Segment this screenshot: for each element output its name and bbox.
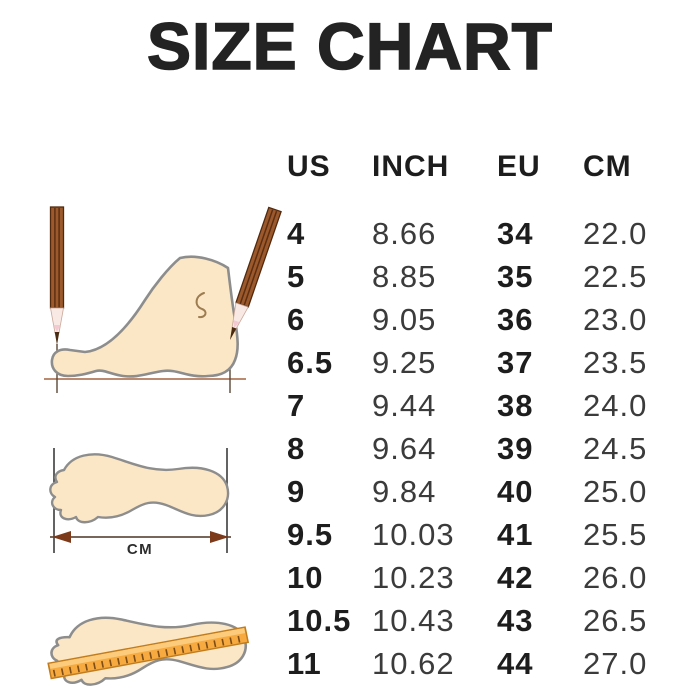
us-size: 5 bbox=[287, 258, 306, 294]
us-size: 10 bbox=[287, 559, 324, 595]
eu-size: 38 bbox=[497, 387, 534, 423]
cm-size: 24.5 bbox=[583, 430, 648, 466]
table-row: 6.5 9.25 37 23.5 bbox=[282, 341, 682, 384]
foot-side-pencils-illustration bbox=[44, 206, 282, 393]
us-size: 11 bbox=[287, 645, 322, 681]
us-size: 9.5 bbox=[287, 516, 334, 552]
arrowhead-right-icon bbox=[210, 531, 229, 543]
eu-size: 43 bbox=[497, 602, 534, 638]
footprint-length-illustration: CM bbox=[49, 448, 231, 558]
table-row: 10 10.23 42 26.0 bbox=[282, 556, 682, 599]
us-size: 8 bbox=[287, 430, 306, 466]
cm-size: 24.0 bbox=[583, 387, 648, 423]
cm-size: 22.0 bbox=[583, 215, 648, 251]
pencil-left-icon bbox=[49, 206, 65, 346]
foot-side-shape bbox=[50, 255, 239, 378]
table-row: 10.5 10.43 43 26.5 bbox=[282, 599, 682, 642]
us-size: 6.5 bbox=[287, 344, 334, 380]
table-row: 11 10.62 44 27.0 bbox=[282, 642, 682, 685]
footprint-ruler-illustration bbox=[47, 616, 250, 686]
eu-size: 44 bbox=[497, 645, 534, 681]
header-us: US bbox=[287, 150, 331, 183]
cm-label: CM bbox=[127, 541, 153, 558]
eu-size: 34 bbox=[497, 215, 534, 251]
header-cm: CM bbox=[583, 150, 632, 183]
us-size: 6 bbox=[287, 301, 306, 337]
table-header-row: US INCH EU CM bbox=[282, 140, 682, 194]
inch-size: 9.25 bbox=[372, 344, 437, 380]
eu-size: 35 bbox=[497, 258, 534, 294]
cm-size: 27.0 bbox=[583, 645, 648, 681]
inch-size: 10.62 bbox=[372, 645, 455, 681]
inch-size: 10.43 bbox=[372, 602, 455, 638]
table-row: 7 9.44 38 24.0 bbox=[282, 384, 682, 427]
ankle-bone-mark bbox=[195, 292, 207, 319]
inch-size: 10.03 bbox=[372, 516, 455, 552]
size-table: US INCH EU CM 4 8.66 34 22.0 5 8.85 35 2… bbox=[282, 140, 682, 685]
eu-size: 37 bbox=[497, 344, 534, 380]
cm-size: 22.5 bbox=[583, 258, 648, 294]
us-size: 7 bbox=[287, 387, 306, 423]
eu-size: 36 bbox=[497, 301, 534, 337]
page-title: SIZE CHART bbox=[146, 8, 553, 84]
inch-size: 9.44 bbox=[372, 387, 437, 423]
cm-size: 23.5 bbox=[583, 344, 648, 380]
table-row: 6 9.05 36 23.0 bbox=[282, 298, 682, 341]
eu-size: 40 bbox=[497, 473, 534, 509]
inch-size: 8.66 bbox=[372, 215, 437, 251]
inch-size: 10.23 bbox=[372, 559, 455, 595]
table-row: 9 9.84 40 25.0 bbox=[282, 470, 682, 513]
footprint-shape bbox=[49, 453, 230, 524]
cm-size: 26.5 bbox=[583, 602, 648, 638]
eu-size: 39 bbox=[497, 430, 534, 466]
cm-size: 26.0 bbox=[583, 559, 648, 595]
cm-size: 25.5 bbox=[583, 516, 648, 552]
eu-size: 41 bbox=[497, 516, 534, 552]
ruler-icon bbox=[47, 626, 250, 680]
table-row: 4 8.66 34 22.0 bbox=[282, 212, 682, 255]
inch-size: 9.64 bbox=[372, 430, 437, 466]
arrowhead-left-icon bbox=[52, 531, 71, 543]
inch-size: 8.85 bbox=[372, 258, 437, 294]
table-row: 5 8.85 35 22.5 bbox=[282, 255, 682, 298]
us-size: 9 bbox=[287, 473, 306, 509]
inch-size: 9.05 bbox=[372, 301, 437, 337]
table-row: 8 9.64 39 24.5 bbox=[282, 427, 682, 470]
inch-size: 9.84 bbox=[372, 473, 437, 509]
cm-size: 23.0 bbox=[583, 301, 648, 337]
header-eu: EU bbox=[497, 150, 541, 183]
table-row: 9.5 10.03 41 25.5 bbox=[282, 513, 682, 556]
us-size: 4 bbox=[287, 215, 306, 251]
us-size: 10.5 bbox=[287, 602, 352, 638]
eu-size: 42 bbox=[497, 559, 534, 595]
cm-size: 25.0 bbox=[583, 473, 648, 509]
header-inch: INCH bbox=[372, 150, 450, 183]
